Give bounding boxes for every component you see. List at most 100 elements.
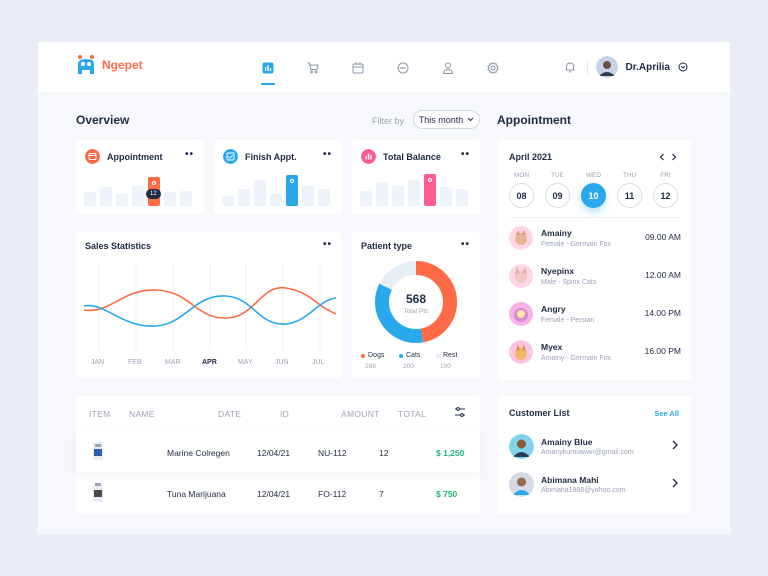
dashboard-app: Ngepet Dr.Apr: [38, 42, 730, 534]
col-header-date: DATE: [218, 409, 242, 419]
donut-slice-cats: [375, 283, 424, 343]
see-all-link[interactable]: See All: [654, 409, 679, 418]
more-options-icon[interactable]: ••: [184, 149, 194, 160]
cell-date: 12/04/21: [257, 448, 291, 458]
divider: [586, 60, 588, 74]
chevron-right-icon[interactable]: [671, 440, 679, 450]
user-name[interactable]: Dr.Aprilia: [625, 61, 670, 73]
brand-logo[interactable]: Ngepet: [76, 54, 143, 76]
appointment-time: 16.00 PM: [644, 346, 681, 356]
month-label: MAR: [165, 359, 181, 366]
table-row[interactable]: Marine Colregen 12/04/21 NU-112 12 $ 1,2…: [76, 432, 480, 472]
calendar-day[interactable]: 08: [509, 183, 534, 208]
mini-bar: [180, 191, 192, 206]
cell-date: 12/04/21: [257, 489, 291, 499]
mini-bar: [392, 186, 404, 206]
more-options-icon[interactable]: ••: [460, 149, 470, 160]
customer-item[interactable]: Abimana Mahi Abimana1988@yahoo.com: [509, 470, 679, 500]
chevron-down-icon[interactable]: [678, 62, 688, 72]
total-balance-card[interactable]: Total Balance ••: [352, 140, 480, 214]
bar-marker: [290, 179, 294, 183]
chart-icon: [262, 62, 274, 74]
legend-label: Dogs: [368, 352, 385, 359]
customer-item[interactable]: Amainy Blue Amanykurniawan@gmail.com: [509, 432, 679, 462]
more-options-icon[interactable]: ••: [322, 239, 332, 250]
customer-email: Abimana1988@yahoo.com: [541, 487, 626, 494]
card-title: Total Balance: [383, 152, 441, 162]
overview-title: Overview: [76, 113, 130, 127]
more-options-icon[interactable]: ••: [460, 239, 470, 250]
nav-messages[interactable]: [393, 58, 413, 78]
calendar-icon: [352, 62, 364, 74]
calendar-day[interactable]: 11: [617, 183, 642, 208]
cell-id: NU-112: [318, 448, 347, 458]
chevron-left-icon[interactable]: [659, 153, 665, 161]
month-label: JAN: [91, 359, 105, 366]
appointment-item[interactable]: Amainy Female - Germain Fox 09.00 AM: [509, 224, 681, 254]
col-header-amount: AMOUNT: [341, 409, 380, 419]
pet-avatar: [509, 340, 533, 364]
chevron-right-icon[interactable]: [671, 153, 677, 161]
filter-label: Filter by: [372, 116, 405, 126]
nav-calendar[interactable]: [348, 58, 368, 78]
appointment-subtitle: Amainy - Germain Fox: [541, 355, 612, 362]
legend-dot: [361, 354, 365, 358]
col-header-name: NAME: [129, 409, 155, 419]
appointment-time: 09.00 AM: [645, 232, 681, 242]
appointment-subtitle: Male - Spinx Cats: [541, 279, 597, 286]
product-thumbnail: [93, 483, 103, 502]
legend-label: Cats: [406, 352, 421, 359]
calendar-icon: [85, 149, 100, 164]
customer-list-panel: Customer List See All Amainy Blue Amanyk…: [497, 396, 691, 514]
mini-bar: [100, 187, 112, 206]
legend-dot: [436, 354, 440, 358]
month-label: MAY: [238, 359, 253, 366]
avatar: [509, 472, 534, 497]
finish-appt-card[interactable]: Finish Appt. ••: [214, 140, 342, 214]
filter-settings-icon[interactable]: [454, 406, 466, 418]
appointment-card[interactable]: Appointment •• 12: [76, 140, 204, 214]
appointment-item[interactable]: Angry Female - Persian 14.00 PM: [509, 300, 681, 330]
appointment-time: 12.00 AM: [645, 270, 681, 280]
nav-dashboard[interactable]: [258, 58, 278, 85]
brand-mascot-icon: [78, 55, 94, 74]
mini-bar: [254, 180, 266, 206]
nav-profile[interactable]: [438, 58, 458, 78]
table-row[interactable]: Tuna Marijuana 12/04/21 FO-112 7 $ 750: [76, 476, 480, 512]
customer-email: Amanykurniawan@gmail.com: [541, 449, 634, 456]
month-label: FEB: [128, 359, 142, 366]
customer-name: Amainy Blue: [541, 437, 593, 447]
bell-icon[interactable]: [564, 61, 576, 73]
appointment-item[interactable]: Myex Amainy - Germain Fox 16.00 PM: [509, 338, 681, 368]
series-line-blue: [83, 295, 337, 327]
chart-gridlines: [98, 264, 321, 350]
filter-value: This month: [418, 114, 464, 125]
filter-dropdown[interactable]: This month: [413, 110, 480, 129]
chevron-right-icon[interactable]: [671, 478, 679, 488]
mini-bar: [318, 189, 330, 206]
nav-shop[interactable]: [303, 58, 323, 78]
month-label: JUL: [312, 359, 325, 366]
nav-settings[interactable]: [483, 58, 503, 78]
check-icon: [223, 149, 238, 164]
cell-total: $ 1,250: [436, 448, 465, 458]
legend-value: 268: [365, 363, 376, 370]
mini-bar: [424, 174, 436, 206]
weekday-label: MON: [513, 172, 530, 179]
sales-statistics-card: Sales Statistics •• JAN FEB MAR APR MAY JUN JU…: [76, 232, 342, 378]
more-options-icon[interactable]: ••: [322, 149, 332, 160]
avatar[interactable]: [595, 56, 618, 78]
chat-icon: [397, 62, 409, 74]
calendar-day[interactable]: 12: [653, 183, 678, 208]
cell-amount: 12: [379, 448, 389, 458]
legend-label: Rest: [443, 352, 458, 359]
mini-bar: [116, 194, 128, 206]
appointment-item[interactable]: Nyepinx Male - Spinx Cats 12.00 AM: [509, 262, 681, 292]
main-nav: [258, 58, 503, 85]
mini-bar: [360, 191, 372, 206]
bar-value-tag: 12: [146, 189, 161, 199]
chevron-down-icon: [467, 117, 474, 122]
calendar-day[interactable]: 09: [545, 183, 570, 208]
user-area: Dr.Aprilia: [564, 56, 688, 78]
calendar-day-selected[interactable]: 10: [581, 183, 606, 208]
